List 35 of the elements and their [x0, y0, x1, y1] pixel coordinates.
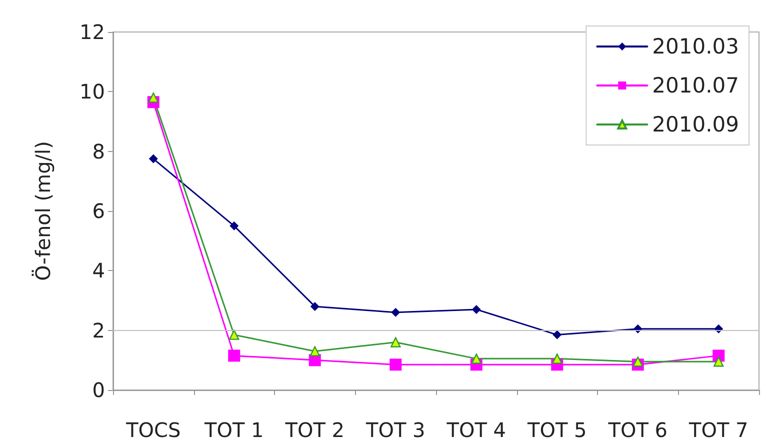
point	[230, 221, 239, 230]
point	[390, 358, 402, 371]
point	[552, 330, 562, 340]
point	[391, 308, 400, 317]
point	[471, 354, 482, 364]
y-tick-label: 0	[92, 378, 105, 402]
point	[552, 354, 562, 364]
x-tick-label: TOT 3	[364, 418, 426, 442]
point	[310, 302, 320, 311]
x-tick-label: TOCS	[125, 418, 181, 442]
point	[148, 154, 158, 164]
y-tick-label: 10	[80, 80, 105, 104]
point	[229, 330, 240, 340]
point	[148, 92, 158, 103]
legend-label: 2010.07	[652, 74, 740, 98]
y-tick-label: 6	[92, 199, 105, 223]
x-tick-label: TOT 2	[284, 418, 345, 442]
point	[632, 356, 643, 367]
y-tick-label: 2	[92, 318, 105, 342]
y-tick-label: 8	[92, 139, 105, 164]
x-tick-label: TOT 5	[526, 418, 587, 442]
point	[390, 337, 401, 348]
x-tick-label: TOT 4	[446, 418, 506, 442]
point	[472, 304, 481, 314]
point	[310, 346, 320, 356]
point	[714, 356, 724, 367]
y-axis-title: Ö-fenol (mg/l)	[31, 141, 55, 281]
y-tick-label: 4	[92, 258, 105, 283]
point	[228, 350, 240, 362]
x-tick-label: TOT 6	[607, 418, 668, 442]
legend-label: 2010.03	[652, 34, 740, 58]
legend-label: 2010.09	[652, 112, 740, 136]
y-tick-label: 12	[80, 20, 105, 44]
x-tick-label: TOT 7	[688, 418, 748, 442]
x-tick-label: TOT 1	[203, 418, 264, 442]
